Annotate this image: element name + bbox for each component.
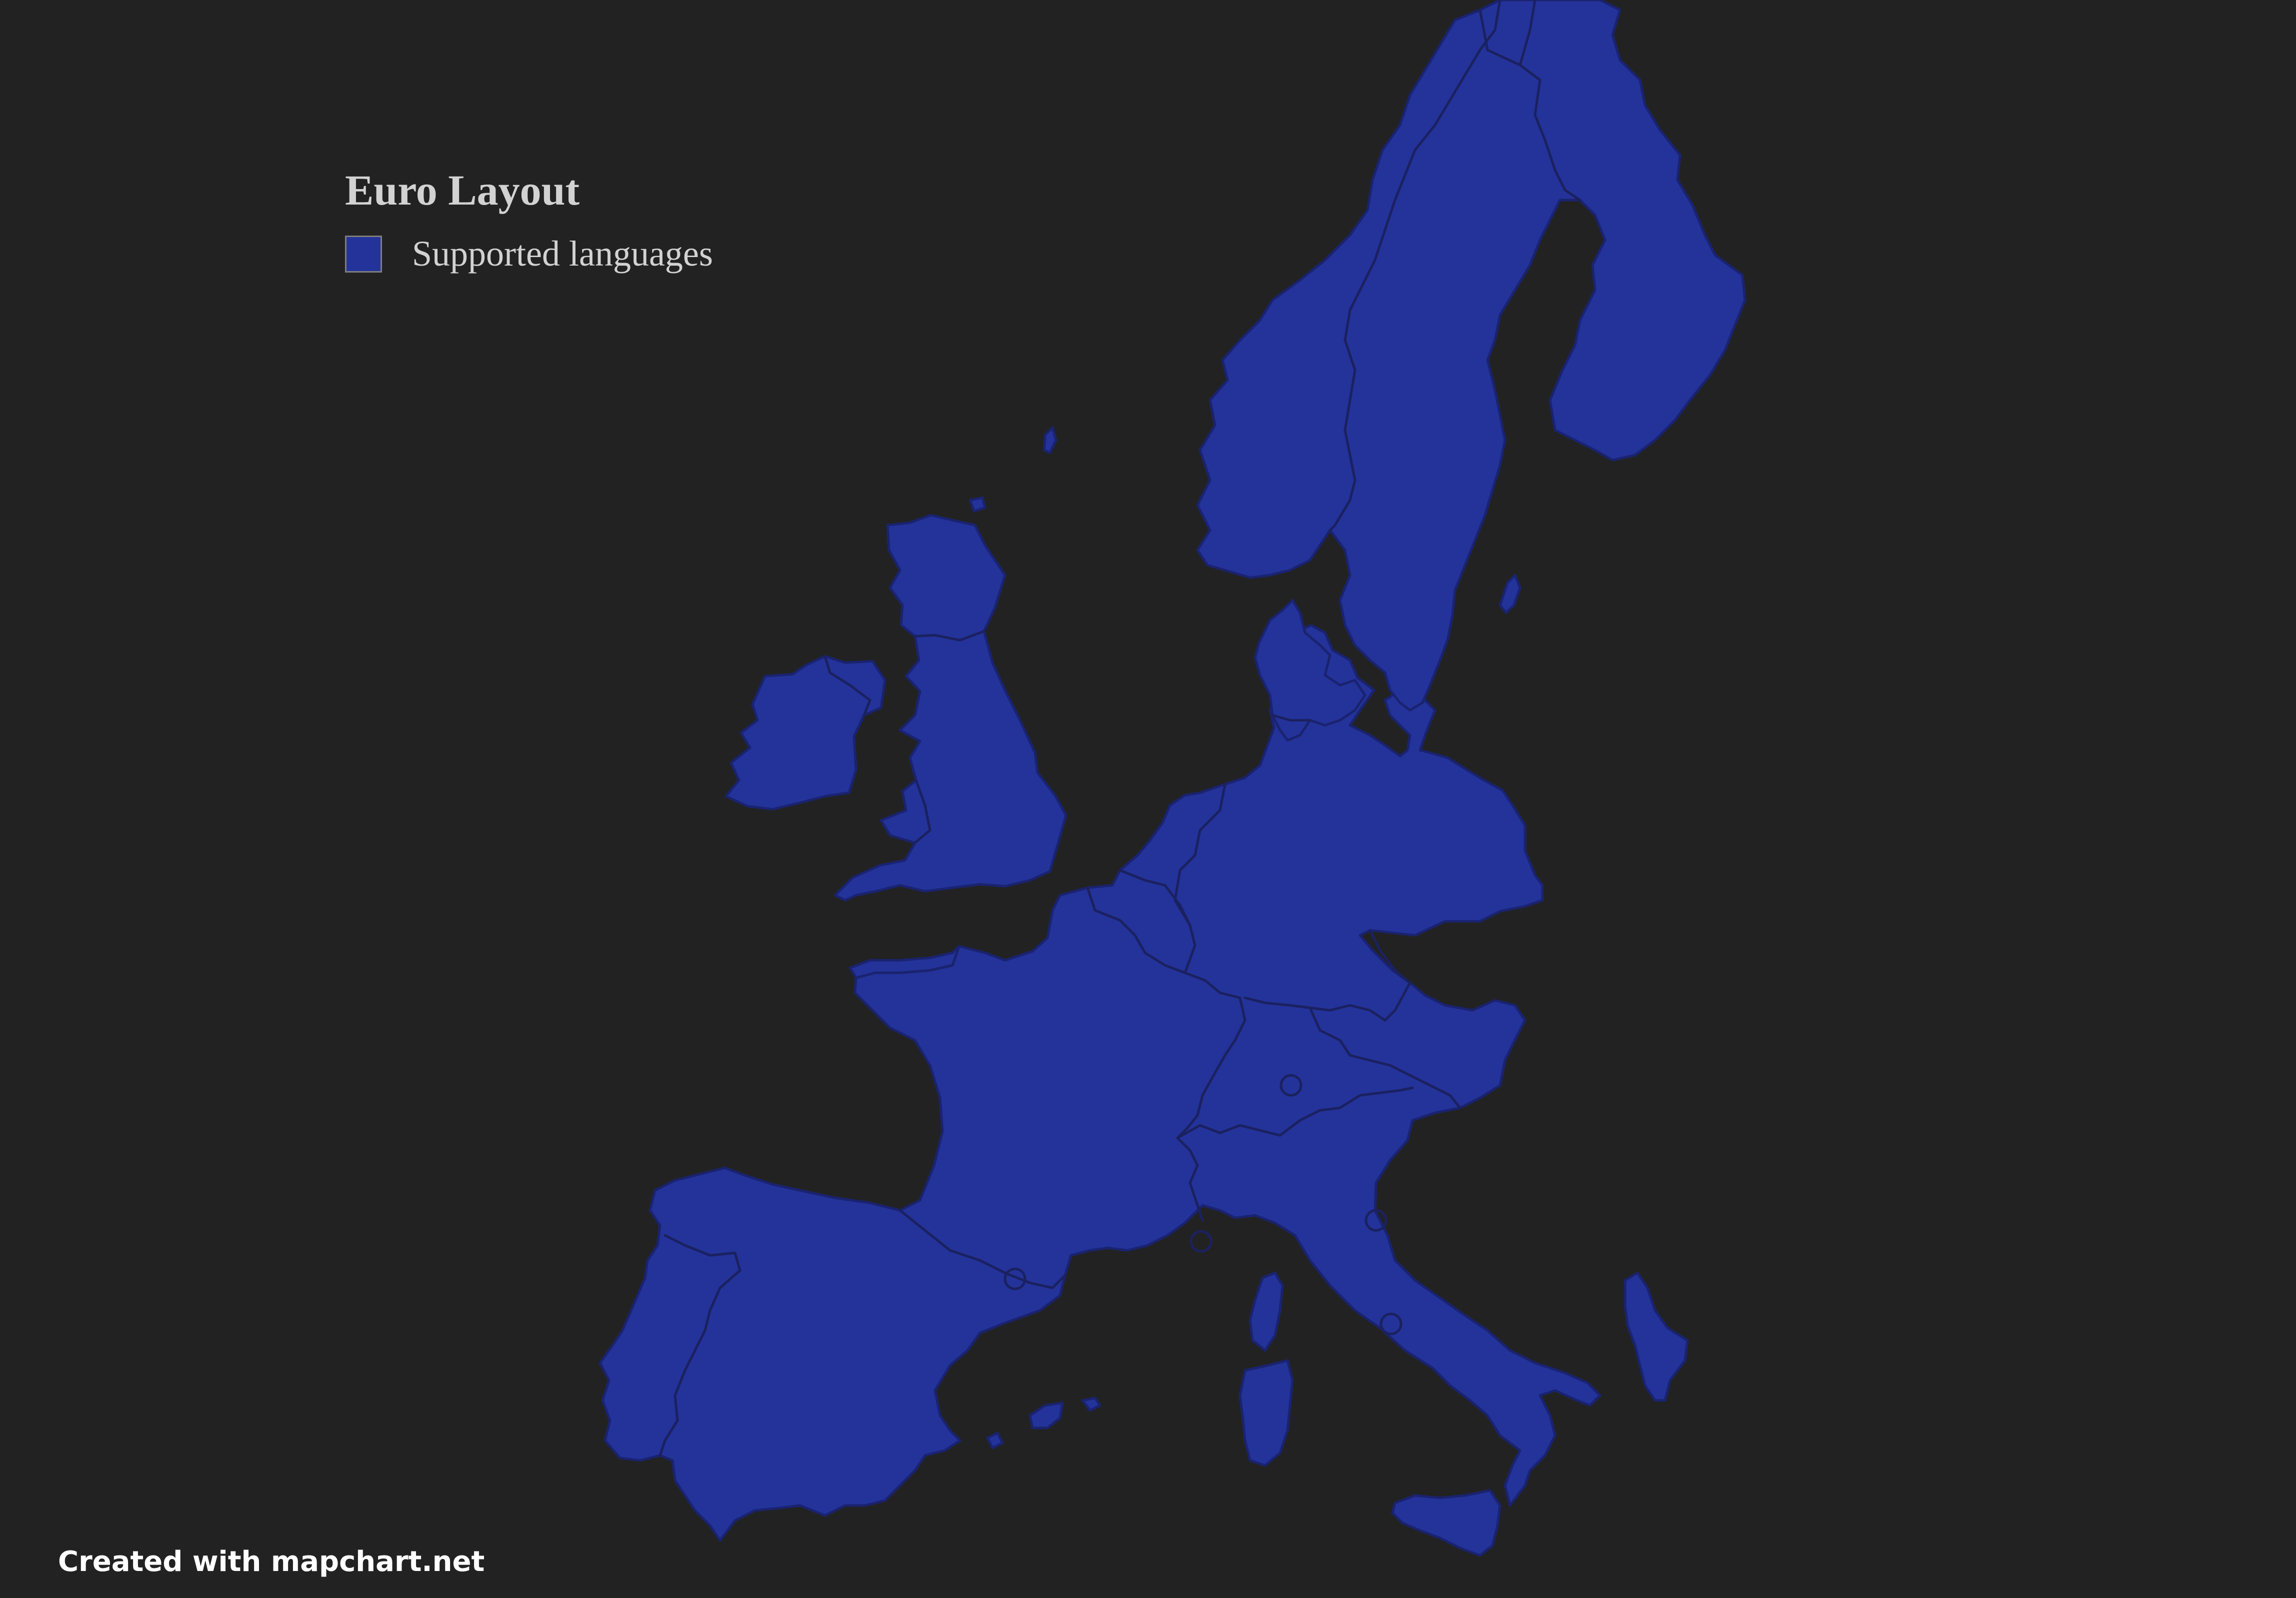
microstate-vatican[interactable] (1380, 1312, 1402, 1335)
credit-text[interactable]: Created with mapchart.net (58, 1545, 485, 1578)
border-swiss-austria (1308, 1006, 1372, 1062)
region-balearic-mallorca[interactable] (1028, 1401, 1064, 1429)
region-gotland[interactable] (1498, 574, 1522, 614)
region-shetland[interactable] (1042, 426, 1058, 454)
border-spain-france (898, 1209, 1066, 1289)
legend-item[interactable]: Supported languages (345, 233, 713, 275)
region-corsica[interactable] (1248, 1271, 1284, 1352)
map-legend: Euro Layout Supported languages (345, 165, 713, 275)
border-france-east (1086, 886, 1246, 1222)
border-denmark-germany (1271, 714, 1312, 722)
border-wales-england (914, 779, 932, 844)
border-norway-sweden (1328, 0, 1502, 532)
region-east-island[interactable] (1624, 1271, 1689, 1402)
border-norway-finland (1518, 0, 1536, 67)
border-portugal-spain (658, 1234, 742, 1457)
region-balearic-ibiza[interactable] (986, 1431, 1004, 1449)
microstate-monaco[interactable] (1190, 1230, 1212, 1253)
region-great-britain[interactable] (834, 514, 1068, 902)
border-austria-italy (1368, 1059, 1462, 1109)
border-ireland-uk (824, 655, 872, 717)
microstate-san-marino[interactable] (1364, 1209, 1388, 1232)
legend-title: Euro Layout (345, 166, 580, 214)
legend-item-label: Supported languages (412, 234, 713, 274)
border-sweden-finland (1478, 9, 1582, 202)
region-scandinavia[interactable] (1196, 0, 1746, 712)
border-switzerland-italy (1176, 1086, 1414, 1139)
region-sardinia[interactable] (1238, 1359, 1294, 1467)
border-netherlands-germany (1174, 783, 1226, 927)
region-sicily[interactable] (1391, 1489, 1502, 1557)
region-western-europe[interactable] (598, 624, 1602, 1542)
legend-swatch (345, 235, 382, 273)
border-benelux (1118, 869, 1196, 974)
microstate-andorra[interactable] (1004, 1267, 1026, 1290)
region-balearic-menorca[interactable] (1081, 1396, 1102, 1412)
region-brittany[interactable] (848, 945, 960, 979)
region-ireland[interactable] (724, 655, 886, 811)
border-germany-east (1368, 929, 1412, 984)
border-scotland-england (914, 630, 986, 642)
region-orkney[interactable] (968, 496, 986, 513)
region-denmark[interactable] (1254, 599, 1366, 742)
border-germany-south (1244, 981, 1412, 1022)
microstate-liechtenstein[interactable] (1280, 1074, 1302, 1097)
